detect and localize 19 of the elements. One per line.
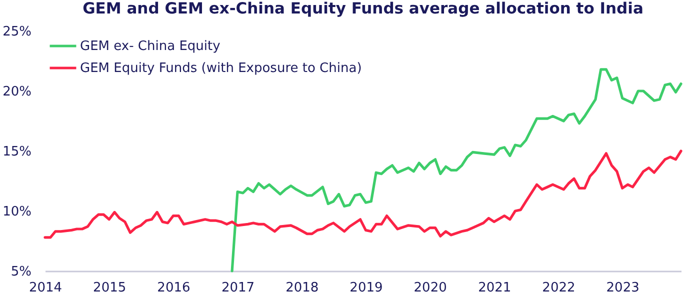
x-tick-label: 2022	[542, 280, 576, 296]
x-tick-label: 2014	[28, 280, 62, 296]
legend-label: GEM ex- China Equity	[80, 39, 221, 54]
x-tick-label: 2020	[414, 280, 447, 296]
x-tick-label: 2018	[286, 280, 319, 296]
y-tick-label: 10%	[2, 204, 32, 220]
x-tick-label: 2019	[350, 280, 383, 296]
x-tick-label: 2017	[221, 280, 255, 296]
line-series	[44, 150, 682, 239]
y-tick-label: 25%	[2, 24, 32, 40]
legend-label: GEM Equity Funds (with Exposure to China)	[80, 61, 362, 76]
x-tick-label: 2016	[157, 280, 190, 296]
y-tick-label: 5%	[10, 264, 32, 280]
x-tick-label: 2023	[606, 280, 640, 296]
y-tick-label: 20%	[2, 84, 32, 100]
chart-title: GEM and GEM ex-China Equity Funds average allocation to India	[82, 0, 644, 18]
y-tick-label: 15%	[2, 144, 32, 160]
x-tick-label: 2021	[478, 280, 512, 296]
x-tick-label: 2015	[93, 280, 126, 296]
